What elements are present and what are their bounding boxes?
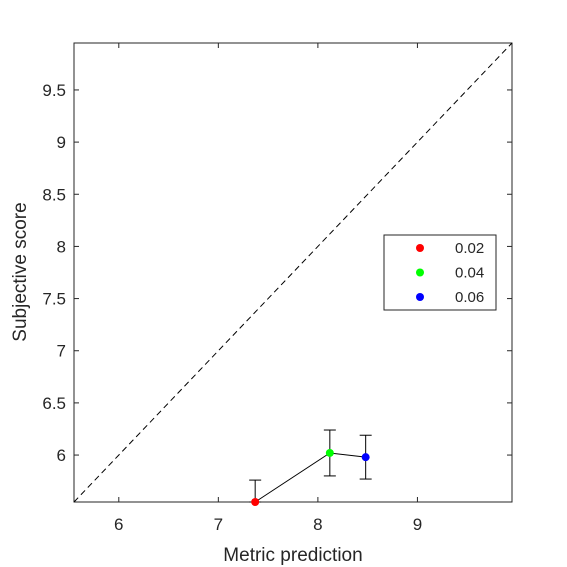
x-tick-label: 9 [413,515,422,534]
y-tick-label: 8.5 [42,185,66,204]
y-tick-label: 7.5 [42,290,66,309]
y-tick-label: 6.5 [42,394,66,413]
data-point-0.06 [361,453,370,462]
y-tick-label: 7 [57,342,66,361]
legend-marker-0.06 [416,293,424,301]
y-tick-label: 8 [57,237,66,256]
y-axis-label: Subjective score [10,202,31,341]
legend-label: 0.02 [455,240,484,257]
y-tick-label: 9 [57,133,66,152]
legend-marker-0.04 [416,268,424,277]
x-tick-label: 6 [114,515,123,534]
legend-label: 0.06 [455,289,484,306]
legend-marker-0.02 [416,244,424,252]
reference-line [73,42,513,503]
data-point-0.04 [325,448,334,457]
y-tick-label: 9.5 [42,81,66,100]
x-tick-label: 8 [313,515,322,534]
legend: 0.02 0.04 0.06 [383,234,497,311]
y-tick-label: 6 [57,446,66,465]
data-point-0.02 [251,498,260,506]
x-tick-label: 7 [214,515,223,534]
x-axis-label: Metric prediction [223,545,362,566]
legend-label: 0.04 [455,265,484,282]
legend-box [383,234,497,311]
